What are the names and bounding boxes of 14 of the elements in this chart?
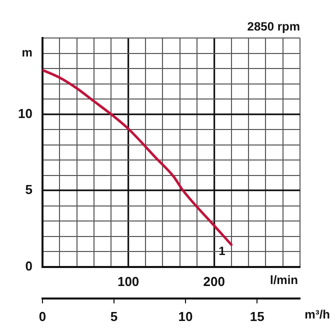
- y-tick-label: 10: [18, 106, 32, 121]
- x2-axis-title: m³/h: [304, 308, 330, 322]
- x2-tick-label: 10: [178, 308, 193, 324]
- x-tick-label: 200: [203, 274, 226, 290]
- y-axis-title: m: [22, 46, 32, 60]
- text: 2850 rpm: [247, 19, 300, 34]
- x2-tick-label: 15: [250, 308, 264, 324]
- y-tick-label: 0: [25, 258, 32, 274]
- x2-tick-label: 5: [110, 308, 118, 324]
- y-tick-label: 5: [25, 182, 32, 198]
- line-series: [42, 68, 233, 246]
- x-axis-title: l/min: [270, 273, 298, 288]
- x-tick-label: 100: [117, 274, 140, 290]
- x2-tick-label: 0: [38, 308, 46, 324]
